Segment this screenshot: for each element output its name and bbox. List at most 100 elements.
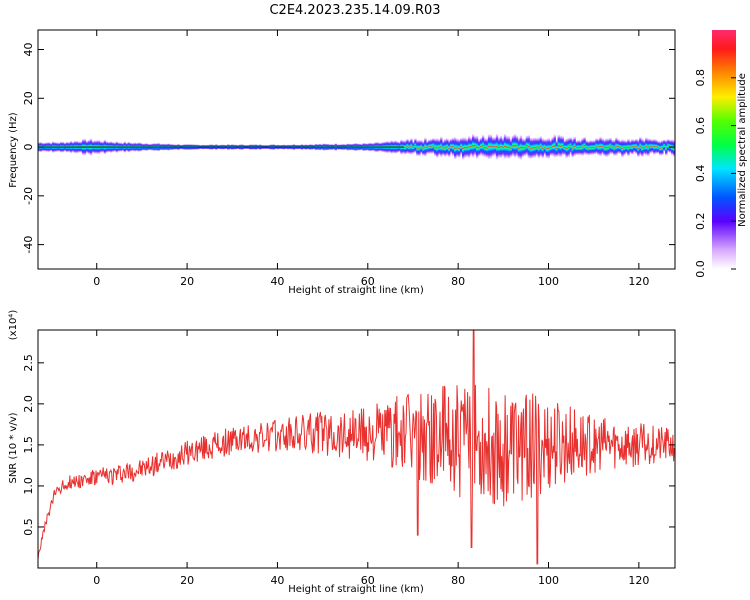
x-tick-label: 20	[180, 275, 194, 288]
band-slice	[521, 138, 525, 158]
band-slice	[653, 138, 656, 155]
band-slice	[639, 136, 642, 156]
band-slice	[436, 138, 439, 158]
band-slice	[633, 139, 636, 153]
band-slice	[553, 134, 556, 158]
band-slice	[595, 138, 598, 154]
band-slice	[593, 140, 596, 155]
band-slice	[579, 140, 582, 156]
band-slice	[657, 140, 660, 154]
x-tick-label: 80	[451, 275, 465, 288]
band-slice	[537, 137, 541, 159]
x-tick-label: 40	[270, 574, 284, 587]
band-slice	[619, 140, 622, 155]
band-slice	[527, 135, 531, 159]
band-slice	[501, 138, 505, 157]
band-slice	[611, 140, 614, 155]
band-slice	[513, 134, 517, 158]
band-slice	[426, 140, 429, 154]
band-slice	[531, 138, 535, 159]
band-slice	[487, 134, 491, 160]
y-tick-label: 1.5	[22, 436, 35, 454]
band-slice	[519, 135, 523, 160]
snr-y-label: SNR (10 * v/v)	[8, 412, 19, 483]
band-slice	[434, 138, 437, 157]
band-slice	[438, 139, 441, 156]
band-slice	[665, 139, 668, 156]
band-slice	[655, 139, 658, 154]
x-tick-label: 80	[451, 574, 465, 587]
band-slice	[509, 139, 513, 158]
band-slice	[465, 138, 469, 158]
band-slice	[545, 138, 548, 159]
band-slice	[475, 135, 479, 159]
y-tick-label: 20	[22, 91, 35, 105]
band-slice	[641, 138, 644, 158]
band-slice	[440, 136, 443, 158]
band-slice	[406, 138, 409, 154]
colorbar-tick-label: 0.8	[694, 69, 707, 87]
band-slice	[432, 138, 435, 154]
band-slice	[631, 139, 634, 155]
band-slice	[663, 139, 666, 152]
band-slice	[462, 137, 465, 160]
band-slice	[561, 136, 564, 156]
band-slice	[645, 137, 648, 156]
band-slice	[551, 137, 554, 156]
band-slice	[491, 137, 495, 157]
band-slice	[571, 138, 574, 158]
spectrogram-panel: 0 20 40 60 80 100 120 -40 -20 0 20 40 Height of st…	[8, 29, 676, 296]
band-slice	[637, 139, 640, 157]
band-slice	[404, 140, 407, 155]
band-slice	[659, 141, 662, 156]
band-slice	[499, 135, 503, 158]
band-slice	[458, 139, 461, 158]
band-slice	[408, 140, 411, 155]
y-tick-label: 0	[22, 144, 35, 151]
band-slice	[450, 138, 453, 155]
band-slice	[615, 137, 618, 156]
band-slice	[555, 140, 558, 157]
band-slice	[497, 137, 501, 158]
band-slice	[577, 139, 580, 156]
band-slice	[599, 136, 602, 157]
colorbar-gradient	[712, 30, 736, 269]
snr-x-label: Height of straight line (km)	[288, 584, 424, 595]
band-slice	[467, 136, 471, 159]
band-slice	[667, 139, 670, 153]
band-slice	[567, 137, 570, 158]
colorbar: 0.0 0.2 0.4 0.6 0.8 Normalized spectral ampl…	[694, 30, 748, 278]
x-tick-label: 0	[93, 275, 100, 288]
band-slice	[549, 139, 552, 156]
band-slice	[420, 140, 423, 154]
band-slice	[444, 138, 447, 157]
band-slice	[563, 140, 566, 156]
snr-frame	[37, 329, 676, 569]
band-slice	[430, 139, 433, 154]
band-slice	[617, 139, 620, 154]
band-slice	[575, 140, 578, 156]
band-slice	[529, 137, 533, 159]
y-tick-label: -40	[22, 236, 35, 254]
band-slice	[673, 139, 676, 157]
band-slice	[585, 140, 588, 155]
band-slice	[541, 138, 545, 159]
band-slice	[651, 139, 654, 153]
band-slice	[649, 138, 652, 154]
band-slice	[607, 138, 610, 156]
band-slice	[448, 139, 451, 158]
band-slice	[422, 141, 425, 156]
band-slice	[589, 140, 592, 155]
colorbar-tick-label: 0.2	[694, 212, 707, 230]
band-slice	[621, 139, 624, 158]
band-slice	[469, 137, 473, 156]
band-slice	[557, 134, 560, 157]
snr-y-ticks: 0.5 1.0 1.5 2.0 2.5	[22, 354, 675, 536]
band-slice	[525, 135, 529, 156]
colorbar-tick-label: 0.6	[694, 117, 707, 135]
band-slice	[543, 139, 547, 156]
band-slice	[613, 139, 616, 156]
band-slice	[583, 136, 586, 155]
band-slice	[591, 140, 594, 155]
spectrogram-y-label: Frequency (Hz)	[8, 112, 19, 188]
